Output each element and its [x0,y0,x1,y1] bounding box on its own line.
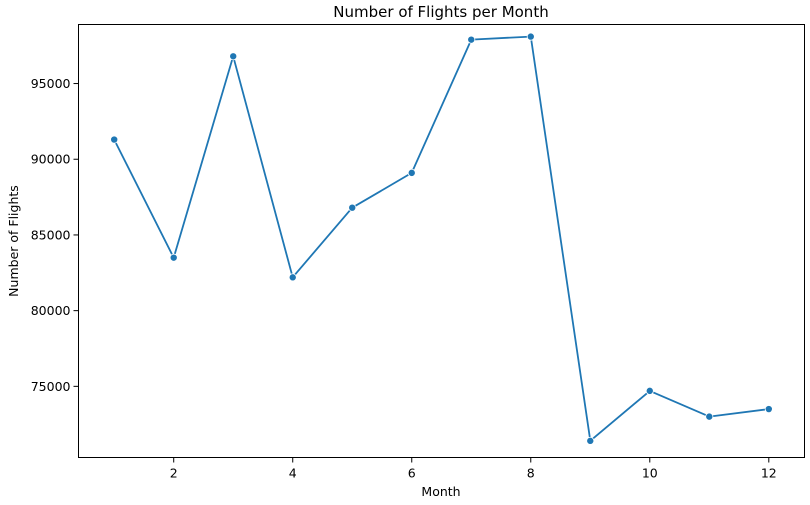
x-axis: 2 4 6 8 10 12 [170,457,777,481]
series-layer [110,32,773,445]
data-point [229,52,238,61]
y-axis: 75000 80000 85000 90000 95000 [31,76,79,394]
data-point [467,35,476,44]
y-tick-label: 80000 [31,303,71,318]
x-tick-label: 10 [642,466,658,481]
data-point [348,203,357,212]
x-tick-label: 8 [527,466,535,481]
x-tick-label: 2 [170,466,178,481]
data-point [288,273,297,282]
y-tick-label: 85000 [31,227,71,242]
data-point [407,168,416,177]
chart-title: Number of Flights per Month [333,3,548,21]
x-tick-label: 12 [761,466,777,481]
data-point [645,386,654,395]
y-tick-label: 90000 [31,152,71,167]
data-point [586,436,595,445]
data-point [764,405,773,414]
y-axis-label: Number of Flights [6,185,21,297]
y-tick-label: 95000 [31,76,71,91]
series-line [113,35,769,442]
plot-frame [78,24,805,458]
x-tick-label: 6 [408,466,416,481]
data-point [705,412,714,421]
x-tick-label: 4 [289,466,297,481]
y-tick-label: 75000 [31,379,71,394]
data-point [110,135,119,144]
data-point [169,253,178,262]
data-point [526,32,535,41]
x-axis-label: Month [421,484,460,499]
